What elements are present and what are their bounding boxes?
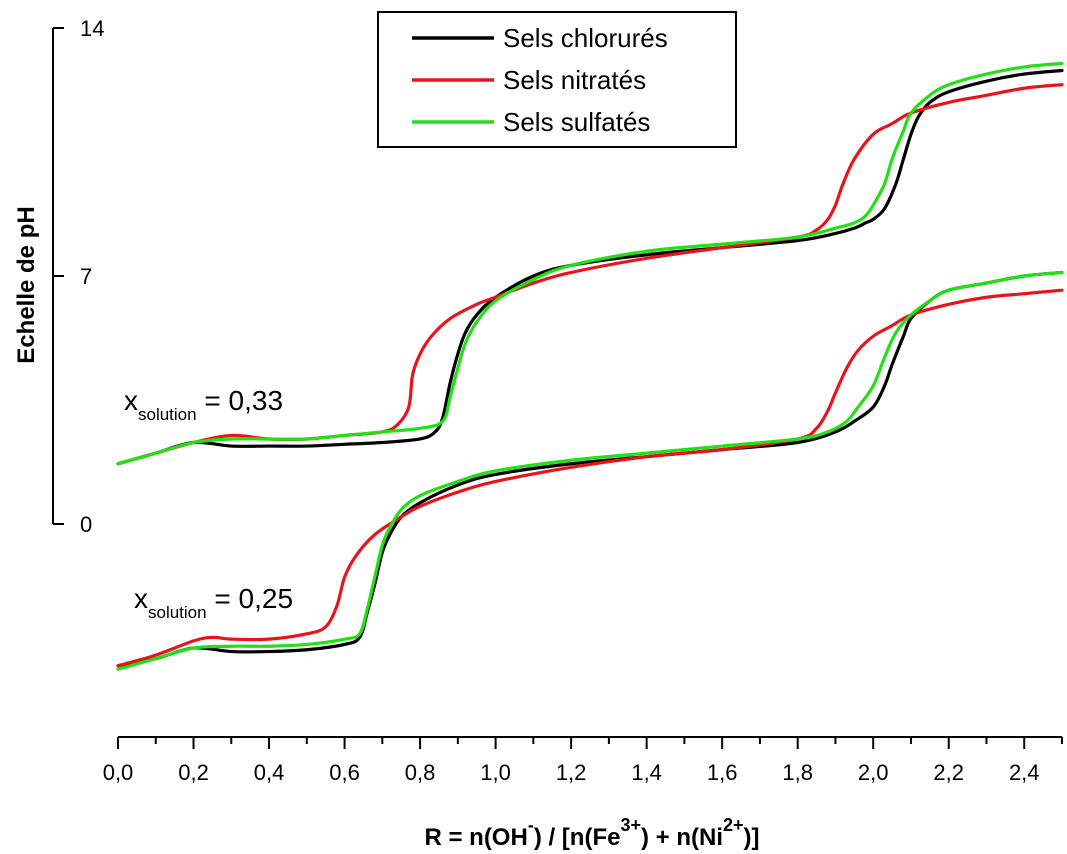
series-line-group2-chlorures: [116, 270, 1064, 668]
legend: Sels chlorurés Sels nitratés Sels sulfat…: [377, 11, 737, 148]
x-axis-title-sup1: -: [528, 815, 534, 835]
x-tick-label: 1,6: [707, 760, 738, 785]
y-tick-label-7: 7: [80, 264, 92, 289]
y-axis-title: Echelle de pH: [13, 206, 40, 363]
legend-label-sulfates: Sels sulfatés: [503, 107, 650, 137]
x-axis-title-part1: R = n(OH: [424, 824, 527, 851]
annotation-x025: xsolution = 0,25: [134, 583, 293, 622]
x-tick-label: 0,8: [405, 760, 436, 785]
x-tick-label: 0,2: [178, 760, 209, 785]
x-axis-title: R = n(OH-) / [n(Fe3+) + n(Ni2+)]: [424, 815, 759, 851]
annotation-x025-rest: = 0,25: [207, 583, 293, 614]
x-tick-label: 2,2: [933, 760, 964, 785]
x-axis-title-sup2: 3+: [620, 815, 641, 835]
x-ticks: 0,0 0,2 0,4 0,6 0,8 1,0 1,2 1,4 1,6 1,8 2,0 2,2 2,4: [103, 737, 1063, 785]
x-axis-title-part2: ) / [n(Fe: [534, 824, 621, 851]
x-tick-label: 1,4: [631, 760, 662, 785]
annotation-x033: xsolution = 0,33: [124, 385, 283, 424]
x-tick-label: 0,6: [329, 760, 360, 785]
y-tick-label-0: 0: [80, 512, 92, 537]
x-tick-label: 0,4: [254, 760, 285, 785]
series-line-group2-sulfates: [116, 270, 1064, 671]
x-tick-label: 2,0: [858, 760, 889, 785]
x-tick-label: 1,2: [556, 760, 587, 785]
x-tick-label: 1,8: [782, 760, 813, 785]
x-tick-label: 2,4: [1009, 760, 1040, 785]
y-tick-label-14: 14: [80, 16, 104, 41]
x-tick-label: 0,0: [103, 760, 134, 785]
x-axis-title-part4: )]: [744, 824, 760, 851]
curves: [116, 61, 1064, 671]
x-tick-label: 1,0: [480, 760, 511, 785]
annotation-x033-base: x: [124, 385, 138, 416]
series-line-group1-sulfates: [116, 61, 1064, 466]
series-line-group2-nitrates: [116, 288, 1064, 668]
legend-label-nitrates: Sels nitratés: [503, 65, 646, 95]
annotation-x033-sub: solution: [138, 405, 197, 424]
annotation-x033-rest: = 0,33: [197, 385, 283, 416]
x-axis-title-part3: ) + n(Ni: [641, 824, 723, 851]
legend-label-chlorures: Sels chlorurés: [503, 23, 668, 53]
x-axis-title-sup3: 2+: [723, 815, 744, 835]
annotation-x025-base: x: [134, 583, 148, 614]
annotation-x025-sub: solution: [148, 603, 207, 622]
